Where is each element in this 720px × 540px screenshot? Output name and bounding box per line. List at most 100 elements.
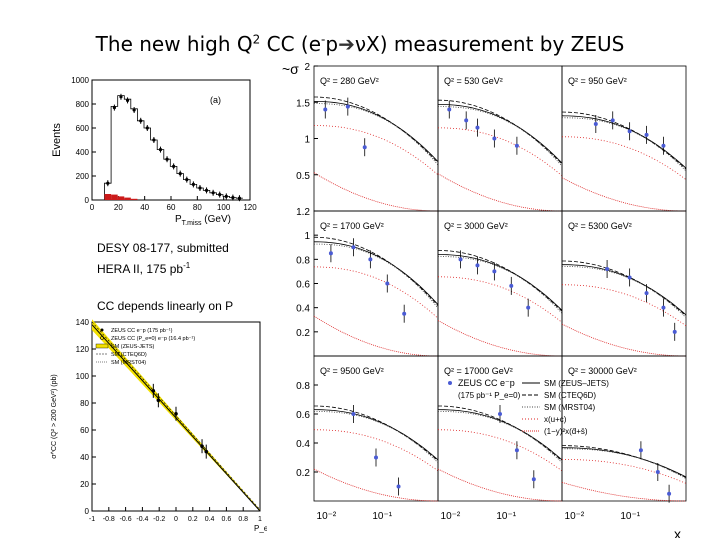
legend-marker (100, 328, 104, 332)
data-point (644, 132, 649, 137)
theory-curve (314, 125, 439, 176)
xsec-panel: Q² = 1700 GeV² (313, 210, 439, 357)
data-point (204, 449, 209, 454)
panel-frame (561, 65, 687, 212)
x-tick-label: 20 (114, 203, 123, 212)
theory-curve (313, 409, 439, 461)
x-tick-label: 10⁻¹ (496, 511, 516, 522)
theory-curve (313, 236, 439, 307)
data-point (158, 148, 163, 152)
y-tick-label: 0.2 (296, 328, 310, 339)
y-tick-label: 1.2 (296, 207, 310, 218)
data-point (385, 281, 390, 286)
y-tick-label: 200 (76, 172, 90, 181)
data-point (191, 182, 195, 186)
theory-curve (438, 106, 563, 167)
theory-curve (562, 448, 687, 479)
data-point (362, 145, 367, 150)
data-point (627, 129, 632, 134)
data-point (152, 138, 156, 142)
y-tick-label: 1 (304, 231, 310, 242)
data-point (526, 305, 531, 310)
background-bar (130, 198, 138, 200)
data-point (655, 470, 660, 474)
data-point (323, 107, 328, 112)
data-point (514, 143, 519, 148)
y-tick-label: 40 (80, 453, 89, 462)
x-tick-label: -0.6 (120, 516, 132, 523)
data-point (139, 119, 143, 123)
citation-note: DESY 08-177, submitted HERA II, 175 pb-1 (97, 240, 229, 278)
slide-title: The new high Q2 CC (e-p➔νX) measurement … (95, 32, 625, 56)
panel-label: Q² = 30000 GeV² (568, 366, 637, 376)
theory-curve (313, 172, 438, 212)
data-point (667, 491, 672, 496)
y-tick-label: 1 (304, 135, 310, 146)
theory-curve (438, 256, 563, 314)
legend-entry: x(u+c) (544, 415, 567, 424)
data-point (644, 291, 649, 296)
data-point (204, 188, 209, 192)
x-tick-label: 0.6 (222, 516, 232, 523)
theory-curve (437, 429, 563, 472)
theory-curve (314, 96, 439, 164)
theory-curve (562, 459, 687, 484)
data-point (224, 194, 228, 198)
panel-label: Q² = 1700 GeV² (320, 221, 384, 231)
y-tick-label: 2 (304, 62, 310, 73)
ptmiss-frame (91, 79, 251, 201)
data-point (198, 186, 202, 190)
data-point (211, 191, 215, 195)
x-tick-label: -0.8 (103, 516, 115, 523)
legend-marker (95, 343, 109, 349)
y-tick-label: 0.5 (296, 171, 310, 182)
xsec-panel: Q² = 280 GeV² (313, 65, 439, 212)
legend-entry: (175 pb⁻¹ P_e=0) (458, 391, 521, 400)
xsec-panel: Q² = 17000 GeV² (437, 355, 563, 502)
legend-entry: SM (CTEQ6D) (111, 352, 147, 358)
xsec-panel: Q² = 3000 GeV² (437, 210, 563, 357)
data-point (351, 245, 356, 250)
panel-frame (437, 210, 563, 357)
legend-entry: SM (MRST04) (544, 403, 595, 412)
data-point (368, 257, 373, 262)
theory-curve (561, 115, 687, 169)
arrow-right-icon: ➔ (338, 32, 355, 56)
xsec-panel: Q² = 5300 GeV² (561, 210, 687, 357)
y-tick-label: 0.6 (296, 410, 310, 421)
theory-curve (314, 405, 439, 462)
data-point (374, 455, 378, 460)
y-tick-label: 100 (76, 372, 90, 381)
y-tick-label: 120 (76, 345, 90, 354)
theory-curve (437, 320, 562, 357)
x-tick-label: 10⁻² (441, 511, 461, 522)
data-point (106, 181, 110, 185)
theory-curve (562, 136, 687, 180)
theory-curve (562, 445, 687, 478)
data-point (475, 263, 480, 268)
theory-curve (314, 243, 439, 309)
panel-label: Q² = 9500 GeV² (320, 366, 384, 376)
x-tick-label: 80 (193, 203, 202, 212)
data-point (351, 412, 356, 416)
data-point (132, 108, 136, 112)
theory-curve (313, 429, 439, 472)
data-point (638, 448, 643, 453)
data-point (165, 157, 169, 161)
data-point (328, 251, 333, 256)
data-point (605, 267, 610, 271)
y-tick-label: 1.5 (296, 98, 310, 109)
x-tick-label: 60 (167, 203, 176, 212)
x-tick-label: 10⁻¹ (372, 511, 392, 522)
theory-curve (438, 104, 563, 164)
xsec-panel: Q² = 950 GeV² (561, 65, 687, 212)
data-point (661, 305, 666, 310)
data-point (661, 143, 666, 148)
data-point (345, 104, 350, 109)
background-bar (117, 196, 125, 200)
x-tick-label: 0.4 (205, 516, 215, 523)
theory-curve (314, 103, 439, 166)
y-tick-label: 0.2 (296, 468, 310, 479)
data-point (156, 398, 161, 403)
theory-curve (438, 276, 563, 323)
